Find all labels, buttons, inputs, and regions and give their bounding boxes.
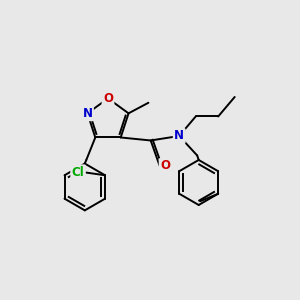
Text: O: O	[160, 160, 170, 172]
Text: N: N	[82, 107, 92, 120]
Text: N: N	[174, 130, 184, 142]
Text: Cl: Cl	[72, 166, 84, 179]
Text: O: O	[103, 92, 113, 105]
